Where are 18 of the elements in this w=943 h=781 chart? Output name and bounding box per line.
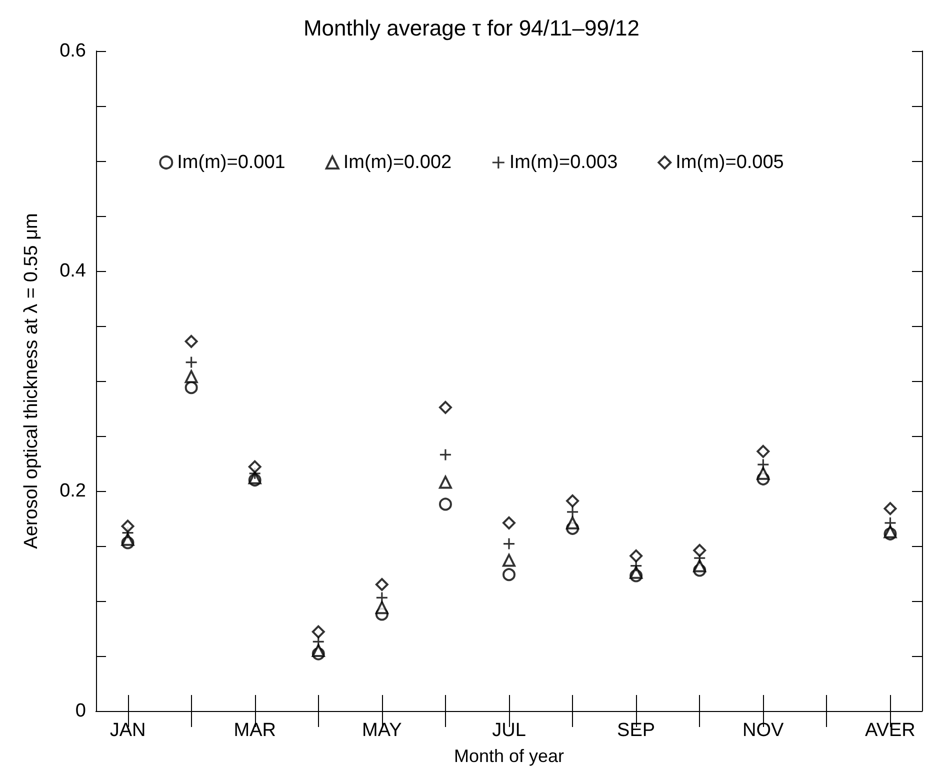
chart-title: Monthly average τ for 94/11–99/12 [303,16,640,40]
legend-label: Im(m)=0.005 [676,152,784,173]
legend-label: Im(m)=0.003 [509,152,618,173]
x-tick-label: NOV [742,720,784,741]
y-axis-title: Aerosol optical thickness at λ = 0.55 μm [21,213,42,549]
legend-label: Im(m)=0.001 [177,152,286,173]
legend-label: Im(m)=0.002 [343,152,452,173]
y-tick-label: 0 [75,700,86,722]
x-tick-label: MAY [362,720,402,741]
x-axis-title: Month of year [454,746,564,766]
x-tick-label: SEP [617,720,656,741]
x-tick-label: JUL [492,720,526,741]
y-tick-label: 0.4 [60,260,86,282]
x-tick-label: JAN [110,720,146,741]
x-tick-label: MAR [234,720,276,741]
y-tick-label: 0.6 [60,40,86,62]
x-tick-label: AVER [865,720,916,741]
y-tick-label: 0.2 [60,480,86,502]
